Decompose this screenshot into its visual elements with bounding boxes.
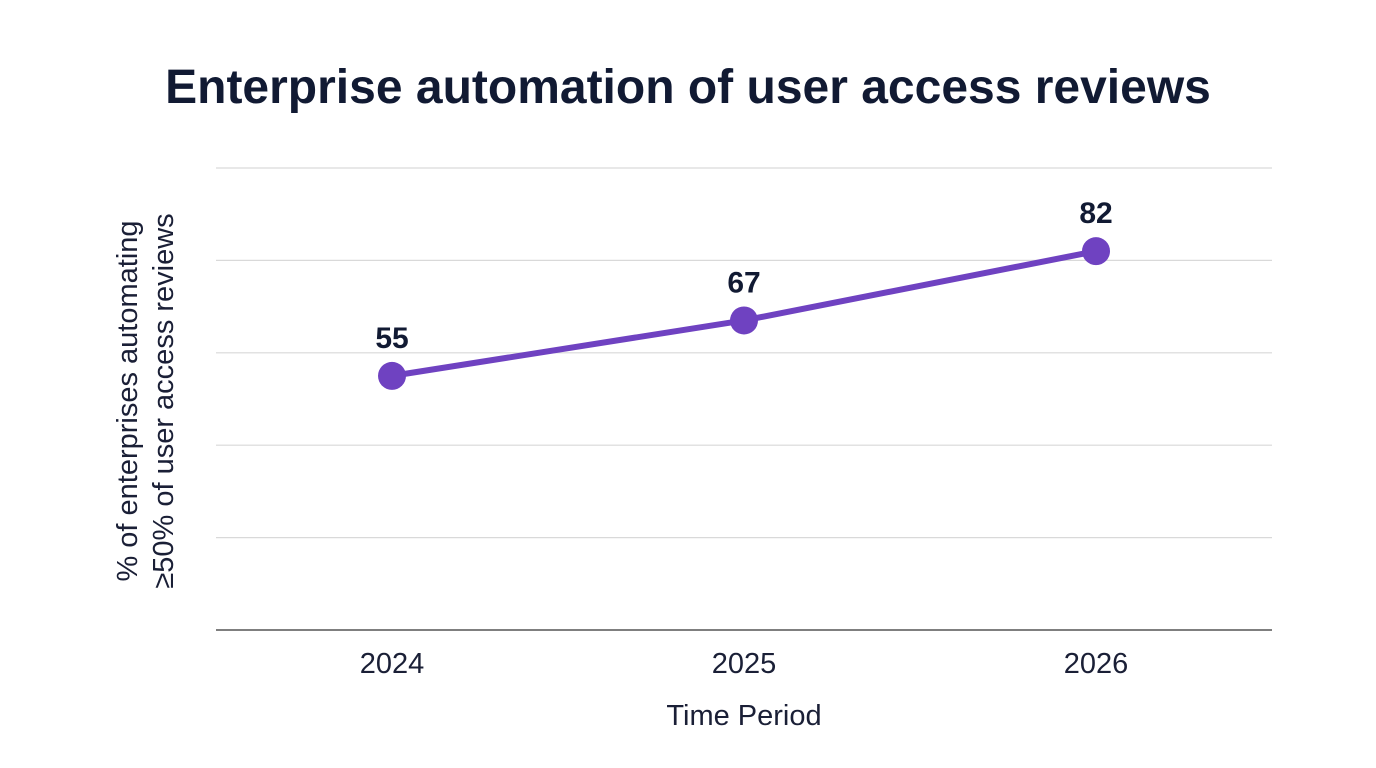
x-axis-title: Time Period <box>666 700 821 732</box>
series-layer: 55 67 82 <box>375 197 1113 390</box>
y-axis-title-line-1: % of enterprises automating <box>112 220 144 581</box>
chart-title: Enterprise automation of user access rev… <box>165 61 1211 114</box>
data-point <box>730 306 758 335</box>
data-label: 82 <box>1079 197 1112 230</box>
x-tick-label: 2025 <box>712 648 777 680</box>
y-axis-title-line-2: ≥50% of user access reviews <box>148 213 180 588</box>
y-axis-title: % of enterprises automating ≥50% of user… <box>112 213 180 588</box>
data-label: 67 <box>727 266 760 299</box>
x-axis-ticks: 2024 2025 2026 <box>360 648 1129 680</box>
data-point <box>1082 237 1110 266</box>
x-tick-label: 2026 <box>1064 648 1129 680</box>
x-tick-label: 2024 <box>360 648 425 680</box>
data-label: 55 <box>375 322 408 355</box>
grid-lines <box>216 167 1272 539</box>
data-point <box>378 361 406 390</box>
